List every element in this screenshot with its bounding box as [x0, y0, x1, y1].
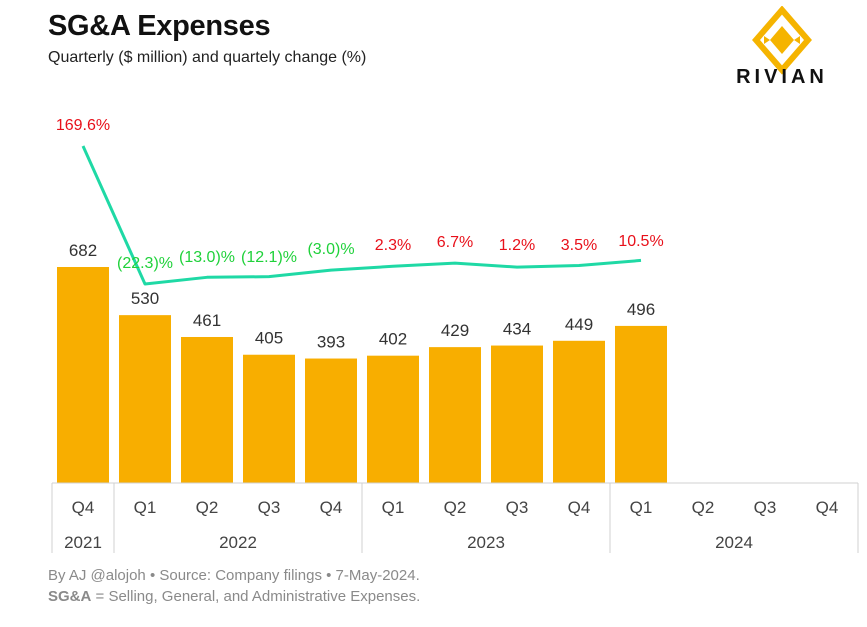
x-tick-label: Q4 [816, 498, 839, 517]
x-tick-label: Q3 [258, 498, 281, 517]
x-tick-label: Q2 [692, 498, 715, 517]
change-label: 10.5% [618, 233, 663, 250]
bar [615, 325, 667, 483]
change-label: 6.7% [437, 234, 473, 251]
definition-term: SG&A [48, 588, 92, 605]
change-label: (12.1)% [241, 249, 297, 266]
bar [429, 347, 481, 483]
bar [181, 336, 233, 483]
bar-value-label: 405 [255, 329, 283, 348]
x-tick-label: Q1 [134, 498, 157, 517]
change-line [81, 145, 642, 286]
x-tick-label: Q4 [72, 498, 95, 517]
x-tick-label: Q1 [630, 498, 653, 517]
chart-title: SG&A Expenses [48, 10, 271, 42]
bar-value-label: 461 [193, 311, 221, 330]
definition-text: = Selling, General, and Administrative E… [91, 588, 421, 605]
bar-value-label: 530 [131, 289, 159, 308]
bar-value-label: 434 [503, 320, 531, 339]
bar-value-label: 393 [317, 333, 345, 352]
bar-value-label: 449 [565, 315, 593, 334]
x-tick-label: Q3 [754, 498, 777, 517]
bar [553, 340, 605, 483]
change-label: 1.2% [499, 237, 535, 254]
bar-value-label: 429 [441, 321, 469, 340]
change-label: (22.3)% [117, 255, 173, 272]
year-label: 2024 [715, 533, 753, 552]
bar-value-label: 402 [379, 330, 407, 349]
change-label: (13.0)% [179, 249, 235, 266]
year-label: 2023 [467, 533, 505, 552]
year-label: 2022 [219, 533, 257, 552]
sga-chart: 682 530 461 405 393 402 429 434 449 496 169.6% (22… [51, 117, 859, 553]
x-tick-label: Q1 [382, 498, 405, 517]
bar-value-label: 682 [69, 241, 97, 260]
bar [57, 267, 109, 483]
bar [243, 354, 295, 483]
x-tick-label: Q2 [444, 498, 467, 517]
bar [119, 315, 171, 483]
x-tick-label: Q2 [196, 498, 219, 517]
x-tick-label: Q4 [568, 498, 591, 517]
footer-credit: By AJ @alojoh • Source: Company filings … [48, 567, 420, 584]
change-label: 3.5% [561, 237, 597, 254]
footer-definition: SG&A = Selling, General, and Administrat… [48, 588, 420, 605]
change-label: 2.3% [375, 237, 411, 254]
bar [305, 358, 357, 483]
logo-text: RIVIAN [736, 66, 828, 88]
x-tick-label: Q3 [506, 498, 529, 517]
chart-subtitle: Quarterly ($ million) and quartely chang… [48, 49, 367, 66]
x-tick-label: Q4 [320, 498, 343, 517]
bar-value-label: 496 [627, 300, 655, 319]
bar [491, 345, 543, 483]
year-label: 2021 [64, 533, 102, 552]
change-label: 169.6% [56, 117, 110, 134]
change-label: (3.0)% [307, 241, 354, 258]
bar [367, 355, 419, 483]
rivian-logo [752, 6, 812, 75]
